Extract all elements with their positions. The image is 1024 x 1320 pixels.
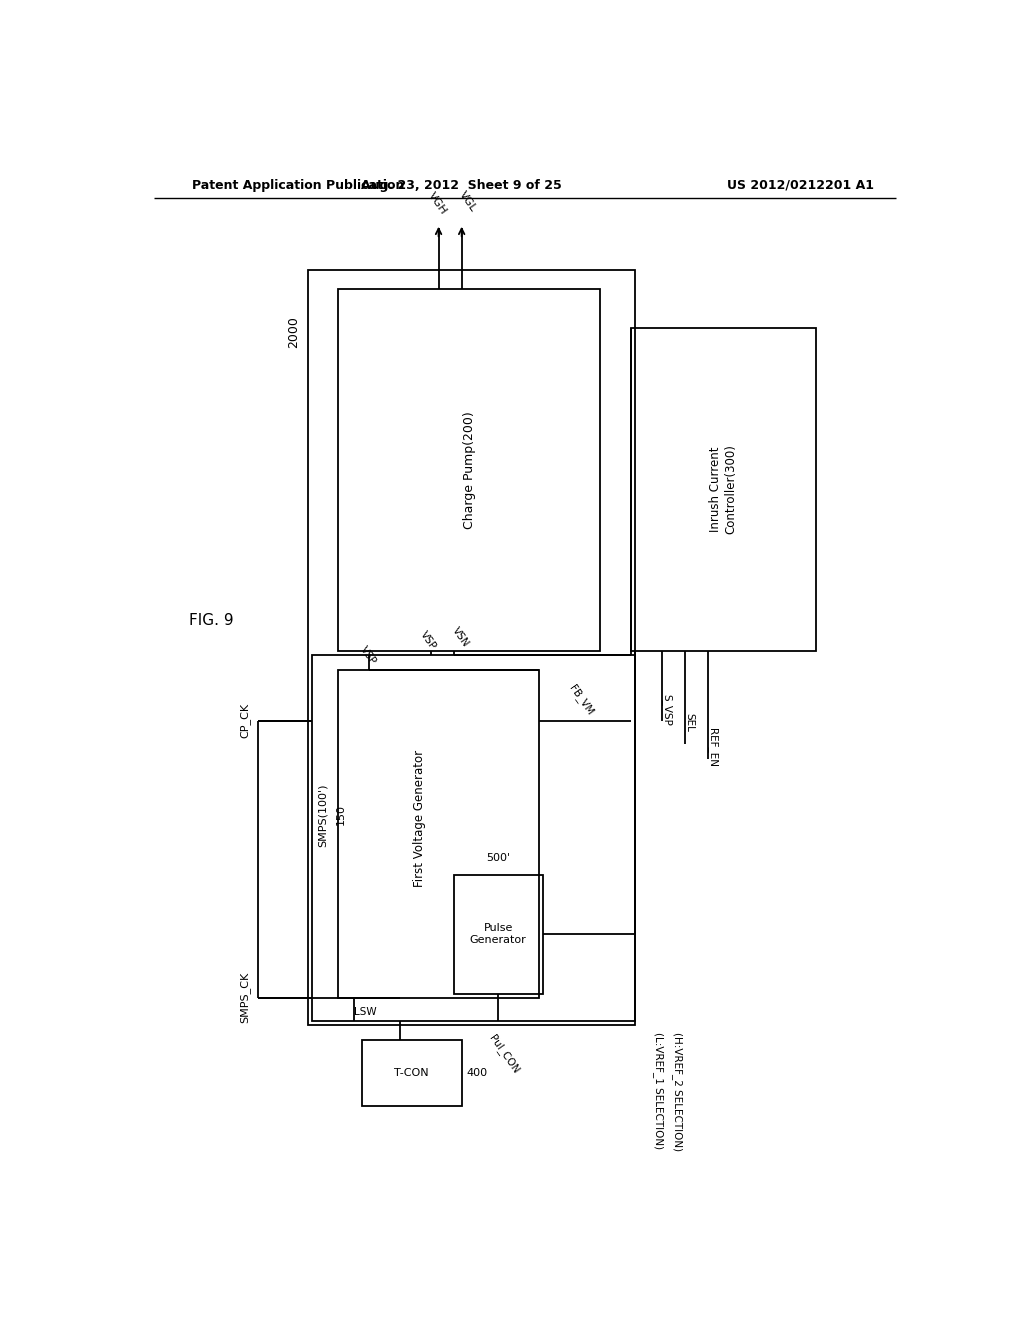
Text: Patent Application Publication: Patent Application Publication — [193, 178, 404, 191]
Text: (H:VREF_2 SELECTION): (H:VREF_2 SELECTION) — [672, 1032, 683, 1151]
Bar — [454, 875, 543, 994]
Bar — [361, 1040, 462, 1106]
Text: VSP: VSP — [419, 630, 438, 651]
Text: LSW: LSW — [354, 1007, 377, 1016]
Text: VSN: VSN — [450, 626, 470, 649]
Text: S_VSP: S_VSP — [662, 693, 672, 726]
Text: Inrush Current
Controller(300): Inrush Current Controller(300) — [710, 445, 737, 535]
Text: First Voltage Generator: First Voltage Generator — [413, 750, 426, 887]
Text: 400: 400 — [467, 1068, 487, 1077]
Text: SEL: SEL — [685, 713, 694, 731]
Text: 500': 500' — [486, 853, 510, 863]
Bar — [631, 327, 816, 651]
Bar — [339, 289, 600, 651]
Bar — [311, 655, 635, 1020]
Bar — [339, 671, 539, 998]
Text: REF_EN: REF_EN — [708, 729, 718, 767]
Text: 150: 150 — [336, 804, 346, 825]
Text: VSP: VSP — [358, 644, 378, 667]
Text: T-CON: T-CON — [394, 1068, 429, 1077]
Text: SMPS(100'): SMPS(100') — [318, 783, 328, 846]
Text: VGH: VGH — [426, 190, 449, 216]
Text: CP_CK: CP_CK — [239, 704, 250, 738]
Text: 2000: 2000 — [288, 315, 300, 347]
Text: SMPS_CK: SMPS_CK — [239, 972, 250, 1023]
Text: Charge Pump(200): Charge Pump(200) — [463, 412, 476, 529]
Text: FB_VM: FB_VM — [566, 682, 595, 717]
Text: FIG. 9: FIG. 9 — [189, 612, 233, 628]
Text: Pulse
Generator: Pulse Generator — [470, 924, 526, 945]
Text: Aug. 23, 2012  Sheet 9 of 25: Aug. 23, 2012 Sheet 9 of 25 — [361, 178, 562, 191]
Text: Pul_CON: Pul_CON — [487, 1032, 521, 1074]
Text: (L:VREF_1 SELECTION): (L:VREF_1 SELECTION) — [652, 1032, 664, 1150]
Bar — [307, 271, 635, 1024]
Text: VGL: VGL — [458, 190, 478, 214]
Text: US 2012/0212201 A1: US 2012/0212201 A1 — [727, 178, 873, 191]
